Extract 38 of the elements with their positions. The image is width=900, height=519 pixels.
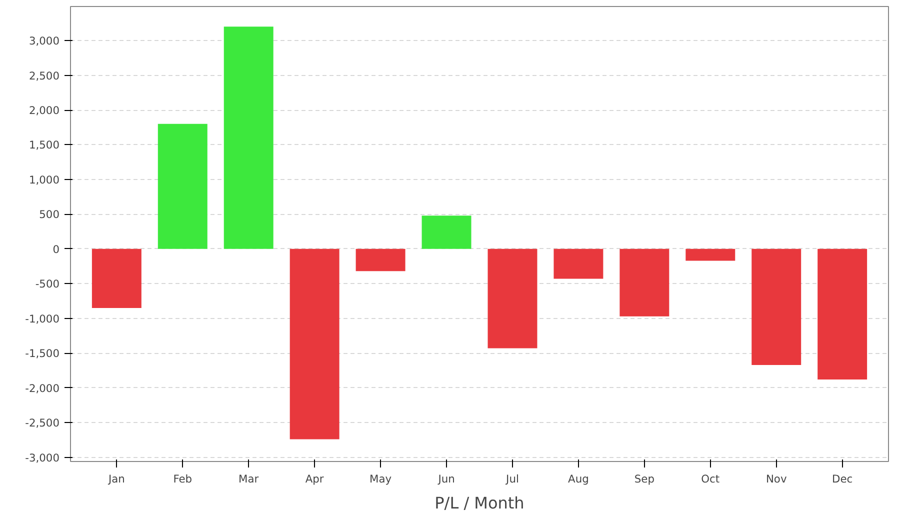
x-axis-title: P/L / Month — [434, 494, 524, 512]
x-tick-label: Dec — [832, 472, 853, 486]
bar — [554, 248, 604, 279]
x-tick-label: Aug — [568, 472, 589, 486]
y-tick-label: -2,500 — [25, 416, 60, 430]
y-tick-label: -500 — [35, 278, 60, 291]
bar — [422, 216, 472, 249]
x-tick-label: Mar — [238, 472, 260, 486]
bar — [356, 248, 406, 272]
y-tick-label: 0 — [52, 242, 60, 256]
x-tick-label: Jan — [107, 472, 125, 486]
x-tick-label: Jun — [437, 472, 455, 486]
x-tick-label: Nov — [766, 472, 787, 486]
y-tick-label: 2,500 — [28, 69, 60, 82]
bar — [158, 124, 208, 249]
y-tick-label: -1,500 — [25, 347, 60, 360]
y-tick-label: -2,000 — [25, 382, 60, 395]
y-tick-label: 2,000 — [28, 104, 60, 118]
x-tick-label: Jul — [505, 472, 519, 486]
y-tick-label: 1,000 — [28, 173, 60, 186]
bar — [488, 248, 538, 348]
bar — [686, 248, 736, 261]
y-tick-label: 3,000 — [28, 34, 60, 48]
bar — [224, 26, 274, 249]
y-tick-label: -3,000 — [25, 451, 60, 464]
x-tick-label: Sep — [634, 472, 655, 486]
bar — [290, 248, 340, 440]
x-tick-label: Apr — [305, 472, 324, 486]
bar — [818, 248, 868, 380]
y-tick-label: 500 — [39, 208, 60, 222]
bar — [620, 248, 670, 316]
x-tick-label: Oct — [701, 472, 720, 486]
bar — [92, 248, 142, 308]
y-tick-label: -1,000 — [25, 312, 60, 326]
x-tick-label: May — [370, 472, 392, 486]
y-tick-label: 1,500 — [28, 138, 60, 152]
bar — [752, 248, 802, 365]
x-tick-label: Feb — [173, 472, 192, 486]
